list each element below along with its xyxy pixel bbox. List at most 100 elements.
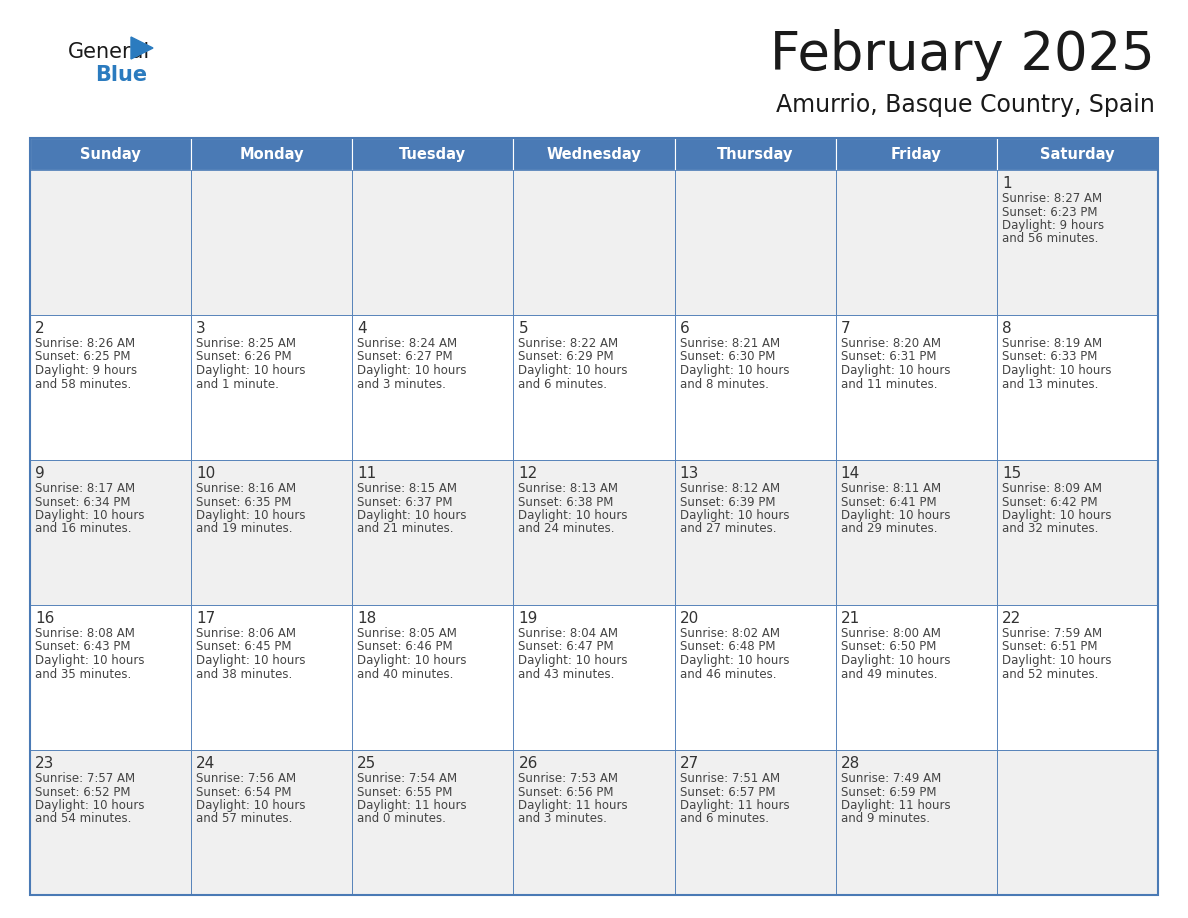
Bar xyxy=(191,138,353,170)
Text: Sunrise: 8:22 AM: Sunrise: 8:22 AM xyxy=(518,337,619,350)
Bar xyxy=(513,138,675,170)
Bar xyxy=(835,138,997,170)
Text: Sunset: 6:47 PM: Sunset: 6:47 PM xyxy=(518,641,614,654)
Bar xyxy=(675,138,835,170)
Text: Sunset: 6:38 PM: Sunset: 6:38 PM xyxy=(518,496,614,509)
Text: 5: 5 xyxy=(518,321,527,336)
Bar xyxy=(835,750,997,895)
Text: Tuesday: Tuesday xyxy=(399,147,467,162)
Text: and 3 minutes.: and 3 minutes. xyxy=(518,812,607,825)
Text: Daylight: 10 hours: Daylight: 10 hours xyxy=(34,509,145,522)
Bar xyxy=(30,605,191,750)
Text: Sunset: 6:25 PM: Sunset: 6:25 PM xyxy=(34,351,131,364)
Text: Amurrio, Basque Country, Spain: Amurrio, Basque Country, Spain xyxy=(776,93,1155,117)
Bar xyxy=(191,750,353,895)
Bar xyxy=(353,605,513,750)
Text: 27: 27 xyxy=(680,756,699,771)
Text: Daylight: 11 hours: Daylight: 11 hours xyxy=(680,799,789,812)
Text: Sunset: 6:54 PM: Sunset: 6:54 PM xyxy=(196,786,291,799)
Text: Sunrise: 7:57 AM: Sunrise: 7:57 AM xyxy=(34,772,135,785)
Text: Sunset: 6:31 PM: Sunset: 6:31 PM xyxy=(841,351,936,364)
Text: 12: 12 xyxy=(518,466,538,481)
Text: Blue: Blue xyxy=(95,65,147,85)
Bar xyxy=(997,138,1158,170)
Text: Sunrise: 8:15 AM: Sunrise: 8:15 AM xyxy=(358,482,457,495)
Bar xyxy=(191,315,353,460)
Text: Sunrise: 8:17 AM: Sunrise: 8:17 AM xyxy=(34,482,135,495)
Text: 1: 1 xyxy=(1001,176,1011,191)
Text: Sunset: 6:39 PM: Sunset: 6:39 PM xyxy=(680,496,775,509)
Text: Daylight: 10 hours: Daylight: 10 hours xyxy=(680,364,789,377)
Text: Sunrise: 8:12 AM: Sunrise: 8:12 AM xyxy=(680,482,779,495)
Bar xyxy=(30,138,191,170)
Text: Daylight: 10 hours: Daylight: 10 hours xyxy=(841,509,950,522)
Text: Thursday: Thursday xyxy=(716,147,794,162)
Text: Sunrise: 7:54 AM: Sunrise: 7:54 AM xyxy=(358,772,457,785)
Bar xyxy=(675,170,835,315)
Text: and 8 minutes.: and 8 minutes. xyxy=(680,377,769,390)
Text: Daylight: 10 hours: Daylight: 10 hours xyxy=(841,654,950,667)
Text: and 6 minutes.: and 6 minutes. xyxy=(518,377,607,390)
Bar xyxy=(353,750,513,895)
Bar xyxy=(353,315,513,460)
Text: Sunset: 6:48 PM: Sunset: 6:48 PM xyxy=(680,641,775,654)
Text: and 27 minutes.: and 27 minutes. xyxy=(680,522,776,535)
Text: 10: 10 xyxy=(196,466,215,481)
Bar xyxy=(353,460,513,605)
Text: Sunset: 6:42 PM: Sunset: 6:42 PM xyxy=(1001,496,1098,509)
Text: Sunset: 6:30 PM: Sunset: 6:30 PM xyxy=(680,351,775,364)
Text: Sunrise: 8:27 AM: Sunrise: 8:27 AM xyxy=(1001,192,1102,205)
Text: 23: 23 xyxy=(34,756,55,771)
Bar xyxy=(675,605,835,750)
Text: and 32 minutes.: and 32 minutes. xyxy=(1001,522,1098,535)
Text: Wednesday: Wednesday xyxy=(546,147,642,162)
Bar xyxy=(675,460,835,605)
Bar xyxy=(997,605,1158,750)
Text: 21: 21 xyxy=(841,611,860,626)
Bar xyxy=(513,605,675,750)
Bar xyxy=(30,750,191,895)
Text: 6: 6 xyxy=(680,321,689,336)
Text: Sunset: 6:51 PM: Sunset: 6:51 PM xyxy=(1001,641,1098,654)
Text: Sunset: 6:52 PM: Sunset: 6:52 PM xyxy=(34,786,131,799)
Text: Daylight: 10 hours: Daylight: 10 hours xyxy=(358,509,467,522)
Text: Daylight: 10 hours: Daylight: 10 hours xyxy=(34,799,145,812)
Text: 9: 9 xyxy=(34,466,45,481)
Text: 15: 15 xyxy=(1001,466,1022,481)
Bar xyxy=(191,460,353,605)
Text: Sunrise: 8:16 AM: Sunrise: 8:16 AM xyxy=(196,482,296,495)
Text: Daylight: 9 hours: Daylight: 9 hours xyxy=(34,364,137,377)
Text: Friday: Friday xyxy=(891,147,942,162)
Bar xyxy=(191,170,353,315)
Text: and 43 minutes.: and 43 minutes. xyxy=(518,667,615,680)
Text: Sunset: 6:35 PM: Sunset: 6:35 PM xyxy=(196,496,291,509)
Bar xyxy=(835,605,997,750)
Text: Daylight: 10 hours: Daylight: 10 hours xyxy=(196,364,305,377)
Bar xyxy=(30,315,191,460)
Text: Sunset: 6:33 PM: Sunset: 6:33 PM xyxy=(1001,351,1098,364)
Text: and 16 minutes.: and 16 minutes. xyxy=(34,522,132,535)
Text: Sunrise: 8:21 AM: Sunrise: 8:21 AM xyxy=(680,337,779,350)
Text: Sunrise: 8:09 AM: Sunrise: 8:09 AM xyxy=(1001,482,1101,495)
Text: Daylight: 10 hours: Daylight: 10 hours xyxy=(196,654,305,667)
Text: Daylight: 10 hours: Daylight: 10 hours xyxy=(680,509,789,522)
Text: Sunrise: 8:11 AM: Sunrise: 8:11 AM xyxy=(841,482,941,495)
Text: Daylight: 10 hours: Daylight: 10 hours xyxy=(841,364,950,377)
Text: Sunrise: 8:13 AM: Sunrise: 8:13 AM xyxy=(518,482,619,495)
Text: Daylight: 10 hours: Daylight: 10 hours xyxy=(518,364,628,377)
Text: and 3 minutes.: and 3 minutes. xyxy=(358,377,447,390)
Text: Sunset: 6:50 PM: Sunset: 6:50 PM xyxy=(841,641,936,654)
Text: 25: 25 xyxy=(358,756,377,771)
Text: and 46 minutes.: and 46 minutes. xyxy=(680,667,776,680)
Text: Daylight: 10 hours: Daylight: 10 hours xyxy=(1001,364,1111,377)
Text: and 24 minutes.: and 24 minutes. xyxy=(518,522,615,535)
Text: and 52 minutes.: and 52 minutes. xyxy=(1001,667,1098,680)
Text: February 2025: February 2025 xyxy=(770,29,1155,81)
Text: 16: 16 xyxy=(34,611,55,626)
Text: Daylight: 10 hours: Daylight: 10 hours xyxy=(518,654,628,667)
Text: Sunday: Sunday xyxy=(81,147,141,162)
Text: and 29 minutes.: and 29 minutes. xyxy=(841,522,937,535)
Text: Daylight: 10 hours: Daylight: 10 hours xyxy=(196,799,305,812)
Text: and 1 minute.: and 1 minute. xyxy=(196,377,279,390)
Text: General: General xyxy=(68,42,150,62)
